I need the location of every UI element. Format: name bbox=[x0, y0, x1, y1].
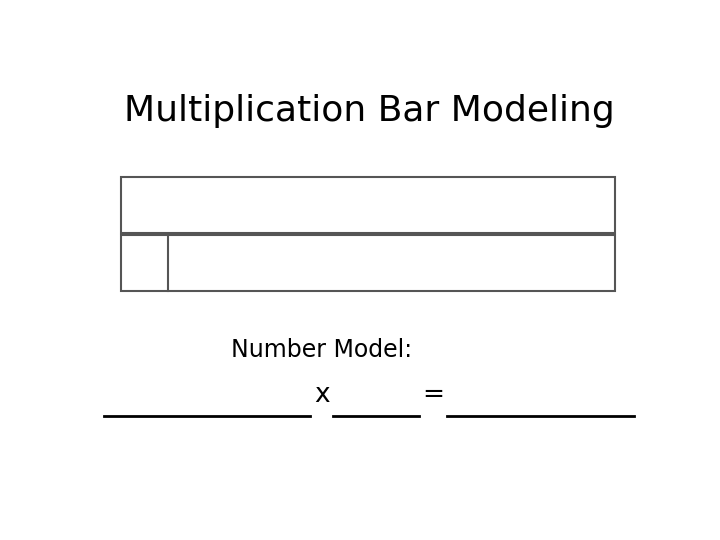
Text: =: = bbox=[422, 382, 444, 408]
Bar bbox=[121, 235, 615, 292]
Text: x: x bbox=[314, 382, 329, 408]
Bar bbox=[121, 177, 615, 233]
Text: Multiplication Bar Modeling: Multiplication Bar Modeling bbox=[124, 94, 614, 128]
Text: Number Model:: Number Model: bbox=[231, 338, 412, 362]
